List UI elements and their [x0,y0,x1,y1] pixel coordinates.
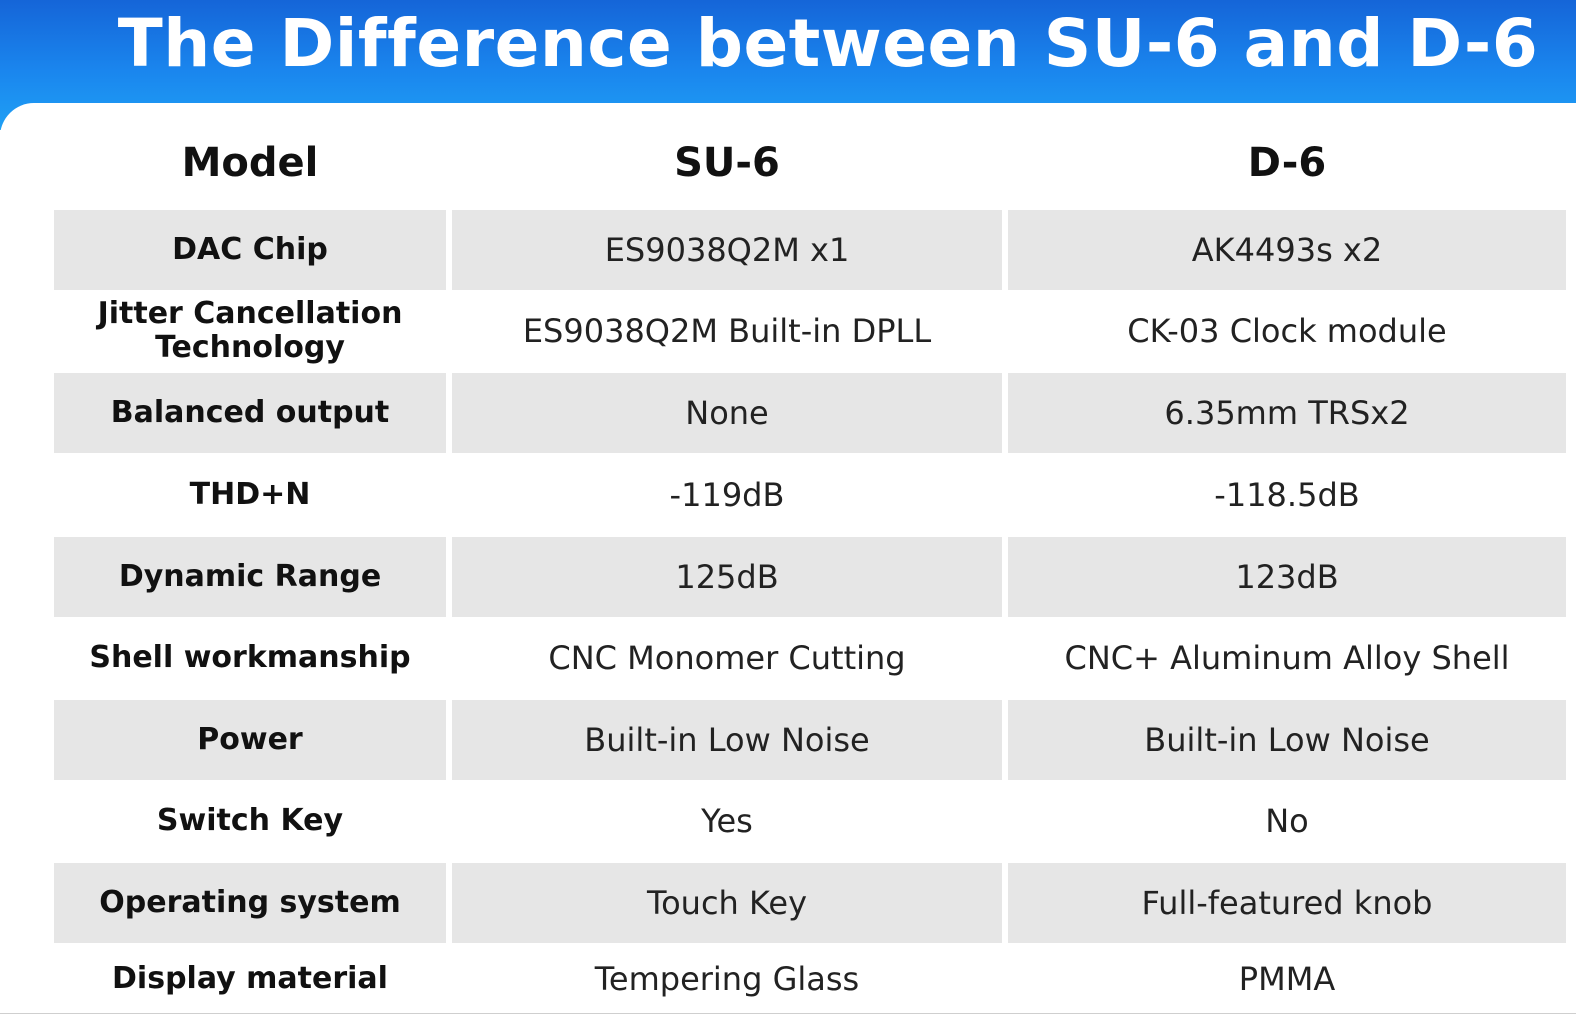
header-model: Model [181,140,319,186]
table-row: DAC Chip ES9038Q2M x1 AK4493s x2 [0,210,1576,290]
row-label: Balanced output [54,373,446,453]
su6-value: ES9038Q2M Built-in DPLL [522,312,932,350]
row-label: Power [54,700,446,780]
d6-value: PMMA [1238,960,1336,998]
table-row: Balanced output None 6.35mm TRSx2 [0,373,1576,453]
d6-value: -118.5dB [1214,476,1360,514]
su6-value: -119dB [669,476,785,514]
row-label: Jitter Cancellation Technology [54,291,446,371]
page-title: The Difference between SU-6 and D-6 [117,5,1539,82]
su6-value: None [452,373,1002,453]
su6-value: Touch Key [452,863,1002,943]
row-label-text: Jitter Cancellation Technology [97,296,403,365]
d6-value: 6.35mm TRSx2 [1008,373,1566,453]
d6-value: Built-in Low Noise [1008,700,1566,780]
table-row: Operating system Touch Key Full-featured… [0,863,1576,943]
header-su6: SU-6 [674,140,780,186]
su6-value: 125dB [452,537,1002,617]
su6-value: CNC Monomer Cutting [548,639,906,677]
bottom-divider [0,1013,1576,1014]
su6-value: ES9038Q2M x1 [452,210,1002,290]
table-row: Power Built-in Low Noise Built-in Low No… [0,700,1576,780]
row-label: Shell workmanship [89,640,411,675]
row-label: DAC Chip [54,210,446,290]
table-row: Display material Tempering Glass PMMA [0,944,1576,1014]
row-label: Operating system [54,863,446,943]
row-label: Display material [112,961,388,996]
header-d6: D-6 [1247,140,1327,186]
row-label: Switch Key [156,803,344,838]
table-row: THD+N -119dB -118.5dB [0,455,1576,535]
su6-value: Yes [701,802,753,840]
d6-value: CNC+ Aluminum Alloy Shell [1064,639,1510,677]
d6-value: Full-featured knob [1008,863,1566,943]
table-row: Shell workmanship CNC Monomer Cutting CN… [0,618,1576,698]
table-row: Jitter Cancellation Technology ES9038Q2M… [0,291,1576,371]
table-header-row: Model SU-6 D-6 [0,130,1576,196]
d6-value: AK4493s x2 [1008,210,1566,290]
table-row: Dynamic Range 125dB 123dB [0,537,1576,617]
table-row: Switch Key Yes No [0,781,1576,861]
row-label: THD+N [189,477,311,512]
su6-value: Built-in Low Noise [452,700,1002,780]
d6-value: CK-03 Clock module [1127,312,1447,350]
su6-value: Tempering Glass [594,960,860,998]
d6-value: No [1265,802,1309,840]
row-label: Dynamic Range [54,537,446,617]
d6-value: 123dB [1008,537,1566,617]
